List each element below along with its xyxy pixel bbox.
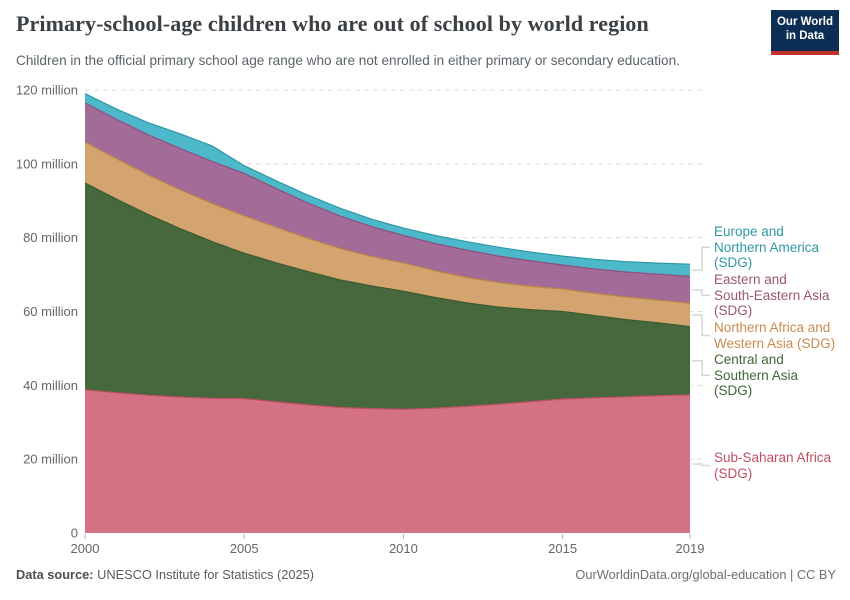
chart-subtitle: Children in the official primary school …: [16, 53, 680, 68]
x-tick-label: 2019: [676, 541, 705, 556]
y-tick-label: 40 million: [23, 378, 78, 393]
legend-leader-line: [692, 246, 710, 272]
owid-logo-line1: Our World: [776, 16, 833, 28]
y-tick-label: 120 million: [16, 83, 78, 98]
area-Central and Southern Asia (SDG)[interactable]: [85, 183, 690, 410]
series-line-Northern Africa and Western Asia (SDG): [84, 141, 691, 304]
legend-item-eastern-south-eastern-asia[interactable]: Eastern and South-Eastern Asia (SDG): [714, 272, 830, 318]
legend-leader-line: [692, 360, 710, 377]
x-tick-label: 2000: [71, 541, 100, 556]
area-Eastern and South-Eastern Asia (SDG)[interactable]: [85, 102, 690, 304]
y-tick-label: 20 million: [23, 452, 78, 467]
x-tick-label: 2015: [548, 541, 577, 556]
credit-link[interactable]: OurWorldinData.org/global-education | CC…: [575, 567, 836, 582]
y-tick-label: 0: [71, 526, 78, 541]
chart-footer: Data source: UNESCO Institute for Statis…: [16, 567, 836, 582]
data-source-value[interactable]: UNESCO Institute for Statistics (2025): [93, 567, 314, 582]
legend-item-northern-africa-western-asia[interactable]: Northern Africa and Western Asia (SDG): [714, 320, 836, 351]
y-tick-label: 80 million: [23, 230, 78, 245]
stacked-area-chart[interactable]: 0 20 million 40 million 60 million 80 millio…: [0, 80, 850, 560]
series-line-Central and Southern Asia (SDG): [84, 182, 691, 328]
legend-item-central-southern-asia[interactable]: Central and Southern Asia (SDG): [714, 352, 799, 398]
data-source-line: Data source: UNESCO Institute for Statis…: [16, 567, 314, 582]
owid-logo[interactable]: Our World in Data: [771, 10, 839, 55]
data-source-label: Data source:: [16, 567, 94, 582]
area-Northern Africa and Western Asia (SDG)[interactable]: [85, 142, 690, 327]
legend-leader-line: [692, 289, 710, 297]
area-Sub-Saharan Africa (SDG)[interactable]: [85, 389, 690, 533]
legend-item-europe-northern-america[interactable]: Europe and Northern America (SDG): [714, 224, 820, 270]
y-tick-label: 100 million: [16, 156, 78, 171]
x-tick-label: 2010: [389, 541, 418, 556]
y-tick-label: 60 million: [23, 304, 78, 319]
series-line-Europe and Northern America (SDG): [84, 93, 691, 265]
series-line-Sub-Saharan Africa (SDG): [84, 389, 691, 410]
series-line-Eastern and South-Eastern Asia (SDG): [84, 102, 691, 277]
legend-leader-line: [692, 463, 710, 467]
page-title: Primary-school-age children who are out …: [16, 11, 649, 36]
legend-item-sub-saharan-africa[interactable]: Sub-Saharan Africa (SDG): [714, 450, 832, 481]
x-tick-label: 2005: [230, 541, 259, 556]
legend-leader-line: [692, 314, 710, 337]
owid-logo-line2: in Data: [785, 30, 825, 42]
